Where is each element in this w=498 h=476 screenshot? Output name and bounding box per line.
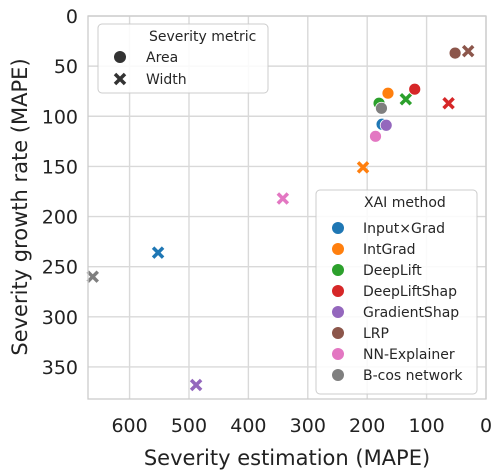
legend-width-label: Width: [146, 72, 187, 88]
y-tick-label: 0: [66, 6, 78, 28]
plot-border: [87, 15, 487, 400]
point-b-cos-network-area: [375, 101, 388, 115]
legend-gradientshap-marker-icon: [332, 306, 344, 318]
x-tick-label: 600: [111, 415, 147, 437]
legend-severity-metric: Severity metric Area Width: [97, 23, 269, 94]
y-tick-label: 100: [42, 106, 78, 128]
legend-area-marker-icon: [114, 51, 126, 63]
legend-b-cos-network-label: B-cos network: [363, 368, 463, 384]
x-tick-label: 300: [290, 415, 326, 437]
legend-xai-method-entries: Input×Grad IntGrad DeepLift DeepLiftShap Gra…: [332, 221, 463, 384]
x-tick-label: 100: [408, 415, 444, 437]
legend-deeplift-label: DeepLift: [363, 263, 422, 279]
y-tick-label: 150: [42, 156, 78, 178]
point-deepliftshap-width: [442, 96, 455, 110]
legend-severity-metric-frame: [97, 23, 269, 94]
point-gradientshap-width: [189, 378, 203, 392]
x-tick-label: 0: [480, 415, 492, 437]
legend-lrp-marker-icon: [332, 327, 344, 339]
legend-nn-explainer-label: NN-Explainer: [363, 347, 455, 363]
legend-nn-explainer-marker-icon: [332, 348, 344, 360]
x-axis-label: Severity estimation (MAPE): [144, 446, 430, 470]
data-points: [86, 44, 475, 392]
x-tick-label: 400: [230, 415, 266, 437]
legend-gradientshap-label: GradientShap: [363, 305, 459, 321]
legend-input-grad-marker-icon: [332, 222, 344, 234]
legend-b-cos-network-marker-icon: [332, 369, 344, 381]
legend-deepliftshap-label: DeepLiftShap: [363, 284, 457, 300]
legend-width-marker-icon: [113, 72, 127, 86]
y-axis-label: Severity growth rate (MAPE): [8, 58, 32, 355]
point-lrp-area: [448, 46, 462, 60]
y-tick-label: 50: [54, 56, 78, 78]
point-gradientshap-area: [379, 118, 393, 132]
point-b-cos-network-width: [86, 270, 99, 283]
legend-intgrad-label: IntGrad: [363, 242, 416, 258]
legend-deeplift-marker-icon: [332, 264, 344, 276]
y-tick-label: 350: [42, 357, 78, 379]
legend-deepliftshap-marker-icon: [332, 285, 344, 297]
legend-intgrad-marker-icon: [332, 243, 344, 255]
y-tick-label: 300: [42, 307, 78, 329]
y-tick-label: 200: [42, 207, 78, 229]
legend-xai-method: XAI method Input×Grad IntGrad DeepLift Deep…: [315, 189, 478, 395]
point-intgrad-area: [381, 86, 395, 100]
legend-area-label: Area: [146, 50, 178, 66]
legend-xai-method-title: XAI method: [364, 195, 446, 211]
point-deepliftshap-area: [408, 82, 422, 96]
legend-lrp-label: LRP: [363, 326, 389, 342]
point-deeplift-width: [399, 92, 413, 106]
legend-xai-method-frame: [315, 189, 478, 395]
x-tick-label: 200: [349, 415, 385, 437]
point-nn-explainer-width: [276, 192, 290, 205]
x-tick-labels: 600 500 400 300 200 100 0: [111, 415, 492, 437]
legend-input-grad-label: Input×Grad: [363, 221, 445, 237]
point-intgrad-width: [356, 161, 370, 174]
point-input-grad-width: [151, 246, 165, 259]
point-lrp-width: [461, 44, 475, 58]
point-nn-explainer-area: [369, 129, 382, 143]
legend-severity-metric-title: Severity metric: [149, 29, 256, 45]
x-tick-label: 500: [171, 415, 207, 437]
y-tick-labels: 0 50 100 150 200 250 300 350: [42, 6, 78, 379]
y-tick-label: 250: [42, 257, 78, 279]
